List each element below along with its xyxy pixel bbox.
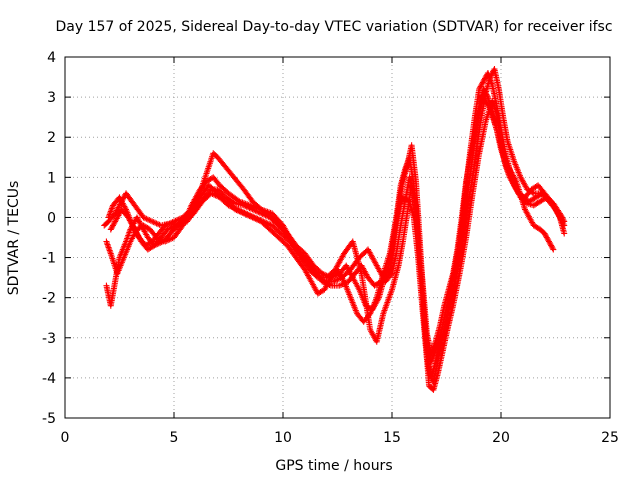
series-track-c [103, 98, 557, 393]
series-track-e [107, 86, 566, 357]
y-tick-label: -5 [42, 411, 56, 427]
x-tick-label: 10 [274, 430, 292, 446]
y-tick-label: 4 [47, 50, 56, 66]
y-axis-label: SDTVAR / TECUs [6, 181, 22, 296]
data-point [559, 214, 566, 221]
data-points [101, 66, 568, 393]
data-point [550, 246, 557, 253]
data-point [561, 230, 568, 237]
y-tick-label: -4 [42, 371, 56, 387]
y-tick-label: -3 [42, 331, 56, 347]
y-tick-label: -2 [42, 291, 56, 307]
tick-labels: 0 5 10 15 20 25 -5 -4 -3 -2 -1 0 1 2 3 4 [42, 50, 619, 446]
x-axis-label: GPS time / hours [275, 458, 392, 474]
data-point [320, 277, 327, 284]
x-tick-label: 25 [601, 430, 619, 446]
data-point [529, 189, 536, 196]
x-tick-label: 5 [170, 430, 179, 446]
data-point [387, 271, 394, 278]
axis-ticks [64, 56, 611, 419]
y-tick-label: 2 [47, 130, 56, 146]
x-tick-label: 15 [383, 430, 401, 446]
data-point [557, 213, 564, 220]
y-tick-label: 0 [47, 210, 56, 226]
x-tick-label: 0 [61, 430, 70, 446]
grid-lines [65, 57, 610, 418]
y-tick-label: -1 [42, 251, 56, 267]
y-tick-label: 1 [47, 170, 56, 186]
x-tick-label: 20 [492, 430, 510, 446]
data-point [484, 92, 491, 99]
y-tick-label: 3 [47, 90, 56, 106]
plot-frame [64, 56, 611, 419]
data-point [549, 245, 556, 252]
chart-title: Day 157 of 2025, Sidereal Day-to-day VTE… [55, 19, 612, 35]
